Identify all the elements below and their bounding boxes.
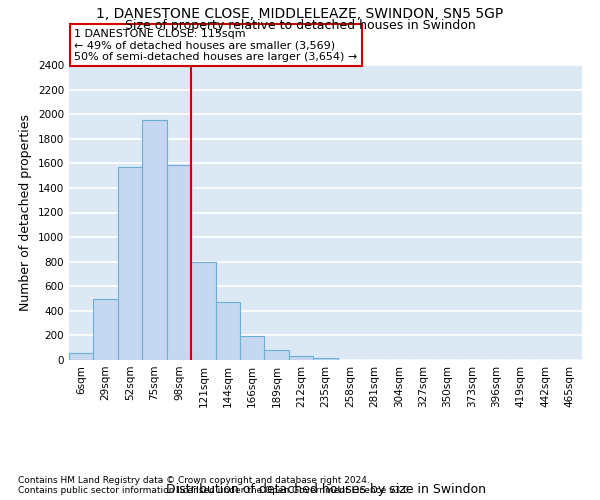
Bar (167, 164, 191, 360)
X-axis label: Distribution of detached houses by size in Swindon: Distribution of detached houses by size … (166, 484, 485, 496)
Bar (313, 358, 338, 360)
Text: 1 DANESTONE CLOSE: 115sqm
← 49% of detached houses are smaller (3,569)
50% of se: 1 DANESTONE CLOSE: 115sqm ← 49% of detac… (74, 29, 358, 62)
Bar (289, 356, 313, 360)
Bar (118, 167, 142, 360)
Text: 1, DANESTONE CLOSE, MIDDLELEAZE, SWINDON, SN5 5GP: 1, DANESTONE CLOSE, MIDDLELEAZE, SWINDON… (97, 8, 503, 22)
Bar (191, 262, 215, 360)
Text: Size of property relative to detached houses in Swindon: Size of property relative to detached ho… (125, 19, 475, 32)
Y-axis label: Number of detached properties: Number of detached properties (19, 114, 32, 311)
Bar (94, 298, 118, 360)
Bar (215, 302, 240, 360)
Bar (265, 350, 289, 360)
Bar (240, 336, 265, 360)
Text: Contains public sector information licensed under the Open Government Licence v3: Contains public sector information licen… (18, 486, 412, 495)
Bar (69, 352, 94, 360)
Text: Contains HM Land Registry data © Crown copyright and database right 2024.: Contains HM Land Registry data © Crown c… (18, 476, 370, 485)
Bar (142, 120, 167, 360)
